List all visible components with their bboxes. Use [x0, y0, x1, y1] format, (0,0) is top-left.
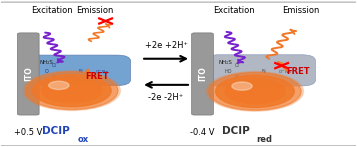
Text: HO: HO	[225, 69, 232, 74]
Circle shape	[232, 82, 252, 90]
Text: Cl: Cl	[235, 64, 240, 69]
Text: Emission: Emission	[76, 6, 114, 15]
Text: Emission: Emission	[282, 6, 320, 15]
Text: ITO: ITO	[24, 67, 33, 81]
Text: FRET: FRET	[286, 67, 310, 76]
Circle shape	[216, 75, 294, 107]
Text: DCIP: DCIP	[222, 126, 250, 136]
FancyBboxPatch shape	[192, 33, 213, 115]
FancyBboxPatch shape	[17, 33, 39, 115]
Text: +0.5 V: +0.5 V	[14, 128, 42, 137]
Text: Cl: Cl	[235, 75, 240, 80]
Circle shape	[225, 79, 285, 104]
Text: +2e +2H⁺: +2e +2H⁺	[145, 41, 187, 50]
Text: Oⁿ Na: Oⁿ Na	[96, 70, 108, 74]
Text: Excitation: Excitation	[31, 6, 73, 15]
Text: red: red	[257, 135, 273, 144]
Circle shape	[32, 75, 111, 107]
Text: -2e -2H⁺: -2e -2H⁺	[149, 93, 184, 102]
Circle shape	[206, 72, 303, 111]
FancyBboxPatch shape	[0, 2, 357, 146]
Text: Cl: Cl	[52, 64, 56, 69]
Text: -0.4 V: -0.4 V	[190, 128, 215, 137]
Text: O: O	[45, 69, 49, 74]
Circle shape	[26, 72, 118, 110]
Circle shape	[49, 81, 69, 90]
Text: NH₂S: NH₂S	[218, 60, 232, 65]
Text: Cl: Cl	[52, 75, 56, 80]
Circle shape	[23, 71, 120, 110]
Text: N: N	[79, 69, 82, 74]
Circle shape	[42, 78, 102, 103]
Text: Excitation: Excitation	[213, 6, 255, 15]
FancyBboxPatch shape	[24, 55, 131, 86]
Text: FRET: FRET	[85, 72, 109, 81]
Text: N: N	[262, 69, 266, 74]
Text: Oⁿ Na: Oⁿ Na	[279, 70, 291, 74]
Text: DCIP: DCIP	[42, 126, 70, 136]
Circle shape	[209, 72, 301, 110]
Text: ox: ox	[77, 135, 88, 144]
Text: NH₂S: NH₂S	[39, 60, 53, 65]
FancyBboxPatch shape	[205, 55, 316, 86]
Text: ITO: ITO	[198, 67, 207, 81]
